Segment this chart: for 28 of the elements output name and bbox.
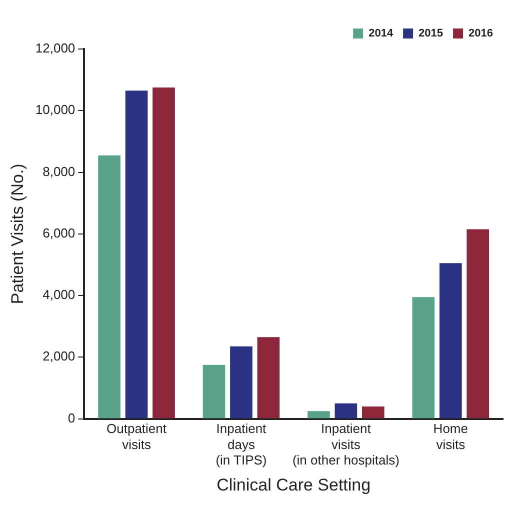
x-axis-title: Clinical Care Setting — [216, 475, 371, 494]
bar — [152, 88, 175, 418]
x-tick-label: Inpatient visits (in other hospitals) — [292, 421, 400, 468]
bar — [257, 337, 280, 418]
y-tick-label: 10,000 — [35, 102, 76, 118]
y-tick-label: 6,000 — [42, 225, 76, 240]
bar — [202, 364, 226, 418]
legend-label: 2016 — [468, 28, 494, 40]
x-tick-label: Outpatient visits — [106, 421, 167, 452]
bar — [334, 403, 358, 418]
y-tick-label: 0 — [68, 410, 76, 426]
bar — [439, 263, 462, 418]
y-tick-label: 12,000 — [35, 40, 76, 56]
y-tick-label: 2,000 — [42, 348, 76, 364]
bar — [98, 155, 120, 418]
bar — [125, 90, 148, 418]
legend-label: 2015 — [418, 28, 444, 40]
bar — [412, 297, 435, 418]
bar — [230, 346, 252, 418]
x-tick-label: Home visits — [433, 421, 468, 452]
x-tick-label: Inpatient days (in TIPS) — [216, 421, 267, 468]
y-axis-title: Patient Visits (No.) — [8, 164, 27, 304]
y-tick-label: 8,000 — [42, 164, 76, 179]
y-tick-label: 4,000 — [42, 287, 76, 302]
bar — [308, 411, 330, 418]
legend-label: 2014 — [368, 28, 394, 40]
bar — [362, 406, 384, 418]
bar — [466, 229, 490, 418]
